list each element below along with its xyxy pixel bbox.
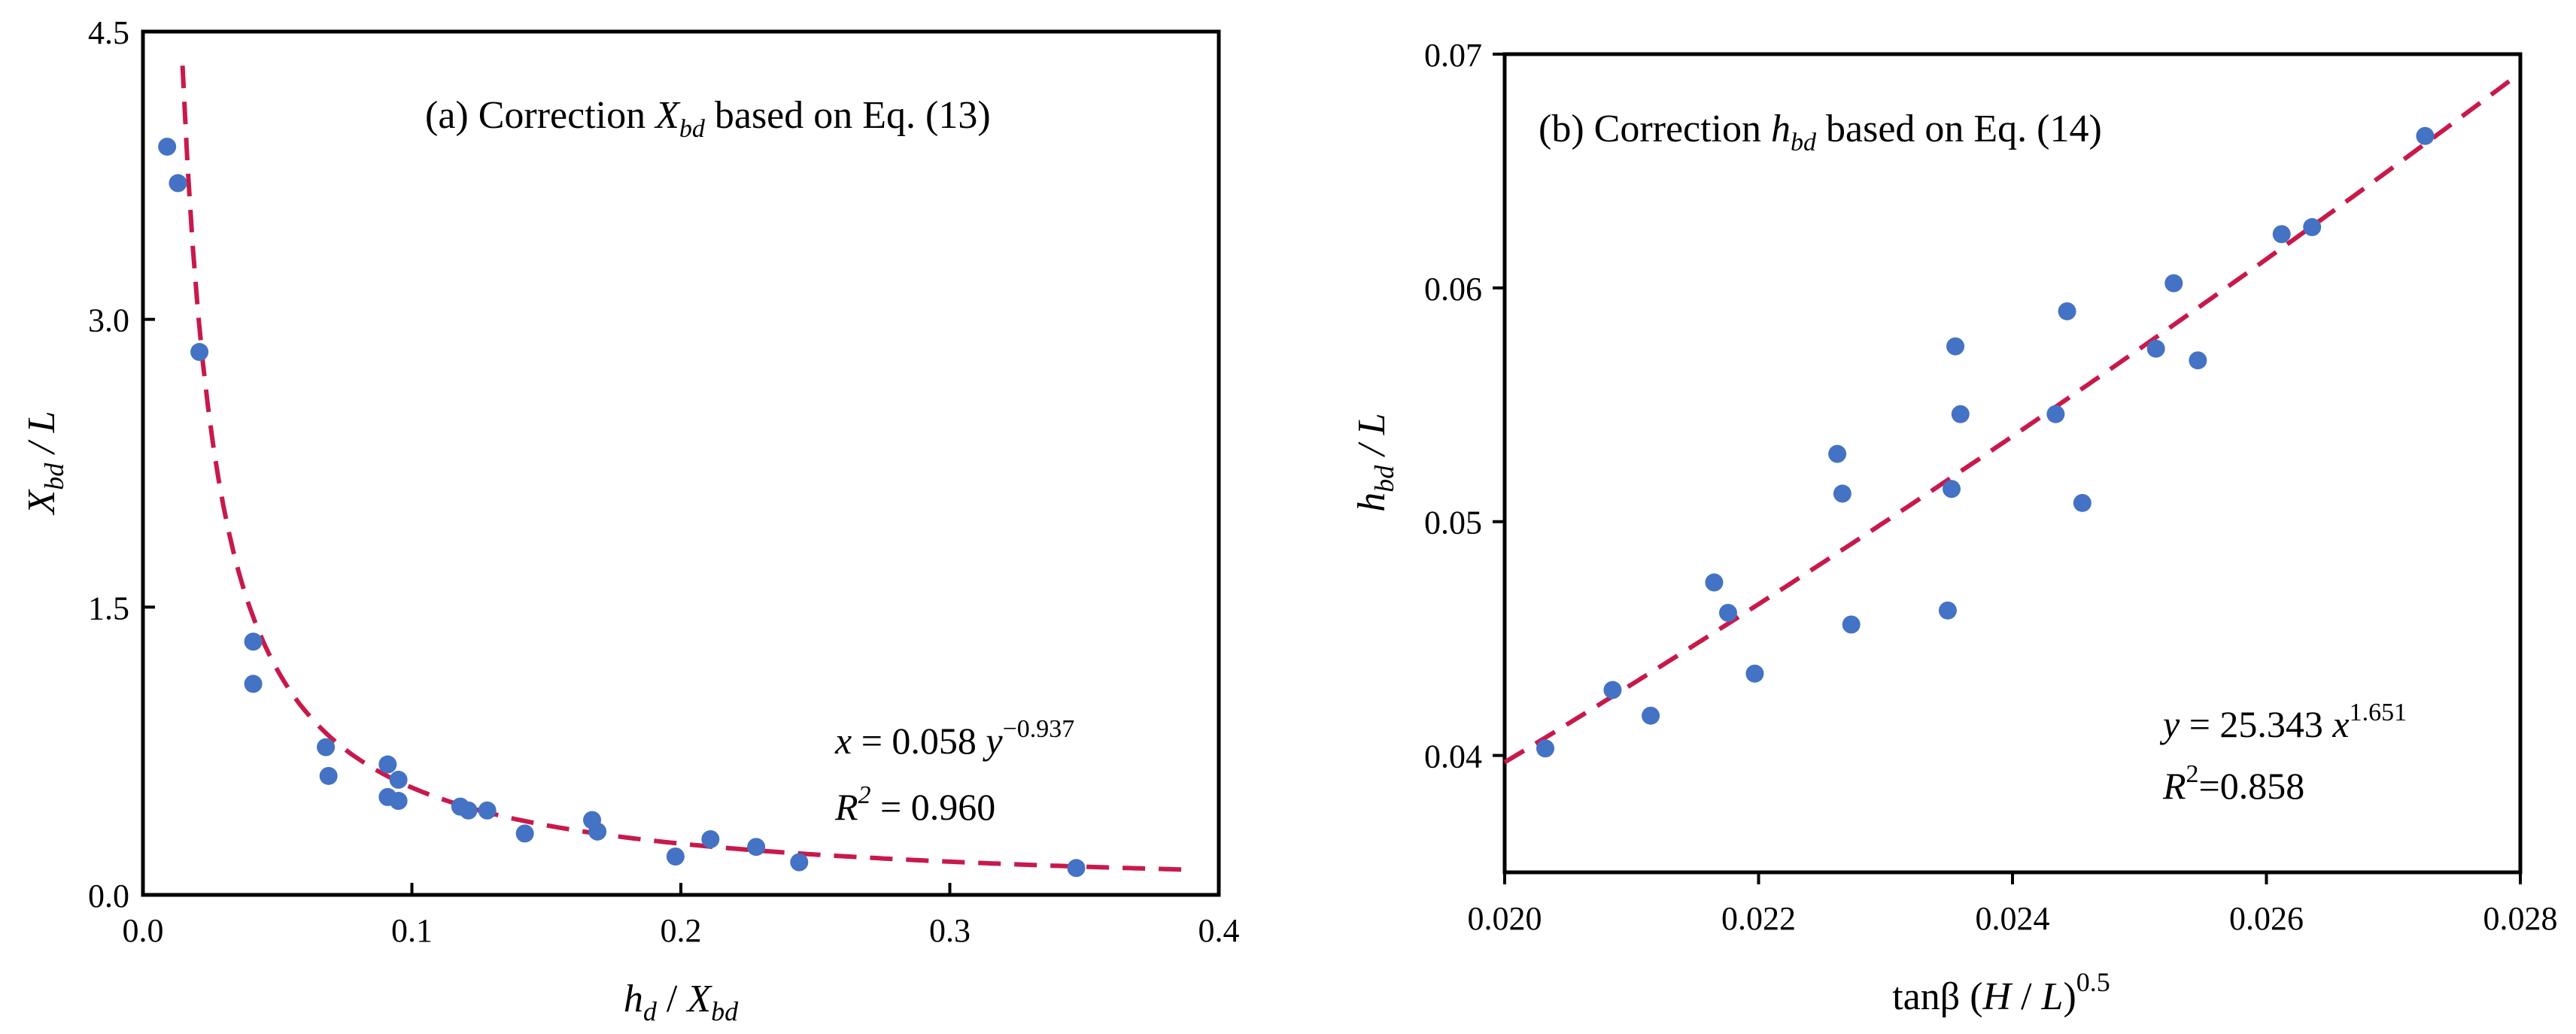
- panel-b-data-point: [1745, 664, 1764, 683]
- panel-b-x-tick-label: 0.022: [1721, 900, 1796, 937]
- panel-a-data-point: [244, 675, 263, 693]
- panel-b-x-tick-label: 0.024: [1976, 900, 2050, 937]
- panel-a-x-tick-label: 0.0: [123, 912, 164, 949]
- panel-a-data-point: [158, 138, 177, 156]
- panel-b-xlabel: tanβ (H / L)0.5: [1892, 967, 2110, 1018]
- panel-a-y-tick-label: 1.5: [88, 590, 129, 626]
- panel-a-y-tick-label: 3.0: [88, 302, 129, 339]
- panel-a-y-tick-label: 4.5: [88, 14, 129, 51]
- panel-b-y-tick-label: 0.04: [1424, 738, 1482, 775]
- panel-a: 0.0 0.1 0.2 0.3 0.4 0.0 1.5 3.0 4.5 (a) Correct…: [20, 14, 1240, 1026]
- panel-a-data-point: [701, 830, 720, 849]
- panel-a-fit-curve: [180, 65, 1192, 872]
- panel-a-points: [158, 138, 1086, 878]
- panel-b-r2: R2=0.858: [2162, 760, 2304, 807]
- panel-a-fit-line: [180, 65, 1192, 872]
- panel-b-title: (b) Correction hbd based on Eq. (14): [1539, 108, 2102, 156]
- panel-a-x-tick-label: 0.1: [391, 912, 433, 949]
- panel-b-data-point: [2146, 339, 2165, 358]
- panel-a-data-point: [666, 847, 685, 866]
- panel-b-points: [1536, 126, 2435, 758]
- panel-a-data-point: [317, 738, 336, 757]
- panel-a-title: (a) Correction Xbd based on Eq. (13): [425, 94, 991, 143]
- panel-b-y-tick-label: 0.07: [1424, 37, 1482, 74]
- panel-b-x-ticks: 0.020 0.022 0.024 0.026 0.028: [1468, 872, 2558, 937]
- panel-b-y-tick-label: 0.05: [1424, 505, 1482, 541]
- panel-b-data-point: [2189, 351, 2207, 370]
- panel-b-data-point: [1943, 480, 1961, 499]
- panel-a-equation: x = 0.058 y−0.937: [834, 715, 1074, 762]
- panel-a-data-point: [319, 766, 338, 785]
- panel-a-y-ticks: 0.0 1.5 3.0 4.5: [88, 14, 155, 914]
- panel-b-y-tick-label: 0.06: [1424, 271, 1482, 308]
- panel-b-data-point: [1946, 337, 1965, 356]
- panel-b-data-point: [1719, 603, 1737, 622]
- panel-b-ylabel: hbd / L: [1350, 413, 1399, 511]
- panel-b-data-point: [1938, 601, 1957, 620]
- panel-a-xlabel: hd / Xbd: [624, 978, 739, 1026]
- panel-b-equation: y = 25.343 x1.651: [2159, 699, 2407, 745]
- panel-a-data-point: [588, 822, 607, 841]
- panel-b-fit-line: [1503, 78, 2512, 765]
- panel-a-data-point: [1067, 859, 1086, 878]
- panel-b-data-point: [1951, 405, 1970, 423]
- panel-b-data-point: [2046, 405, 2065, 423]
- panel-b-fit-curve: [1503, 78, 2512, 765]
- panel-a-data-point: [244, 632, 263, 651]
- panel-b-data-point: [1536, 739, 1554, 758]
- panel-a-x-tick-label: 0.3: [929, 912, 971, 949]
- panel-b: 0.020 0.022 0.024 0.026 0.028 0.040.050.060.…: [1350, 37, 2558, 1018]
- panel-a-data-point: [389, 791, 408, 810]
- panel-b-data-point: [2303, 218, 2322, 237]
- panel-b-data-point: [1833, 484, 1852, 503]
- panel-a-data-point: [478, 801, 497, 820]
- panel-b-data-point: [2058, 302, 2076, 320]
- panel-a-x-ticks: 0.0 0.1 0.2 0.3 0.4: [123, 883, 1240, 949]
- panel-a-data-point: [169, 174, 187, 193]
- panel-b-data-point: [1842, 615, 1861, 634]
- panel-b-data-point: [1705, 573, 1724, 592]
- panel-a-data-point: [747, 838, 766, 857]
- panel-b-y-ticks: 0.04 0.05 0.06 0.07: [1424, 37, 1505, 775]
- panel-b-data-point: [1603, 681, 1622, 699]
- panel-a-frame: [141, 29, 1221, 897]
- panel-b-data-point: [2073, 493, 2091, 512]
- panel-a-y-tick-label: 0.0: [88, 878, 129, 914]
- panel-b-x-tick-label: 0.028: [2483, 900, 2558, 937]
- panel-b-data-point: [1642, 706, 1660, 725]
- panel-a-ylabel: Xbd / L: [20, 411, 69, 515]
- panel-b-data-point: [2416, 126, 2435, 145]
- panel-a-data-point: [389, 770, 408, 789]
- panel-b-x-tick-label: 0.020: [1468, 900, 1542, 937]
- panel-a-data-point: [190, 343, 209, 362]
- panel-a-data-point: [790, 853, 809, 872]
- panel-a-data-point: [459, 801, 478, 820]
- panel-b-data-point: [2272, 225, 2291, 244]
- panel-a-data-point: [378, 755, 397, 774]
- panel-b-data-point: [2164, 274, 2183, 293]
- panel-b-x-tick-label: 0.026: [2229, 900, 2304, 937]
- panel-b-frame: [1502, 52, 2523, 875]
- panel-b-data-point: [1828, 444, 1847, 463]
- panel-a-x-tick-label: 0.2: [661, 912, 702, 949]
- panel-a-data-point: [515, 824, 534, 843]
- panel-a-x-tick-label: 0.4: [1198, 912, 1240, 949]
- panel-a-r2: R2 = 0.960: [834, 781, 995, 828]
